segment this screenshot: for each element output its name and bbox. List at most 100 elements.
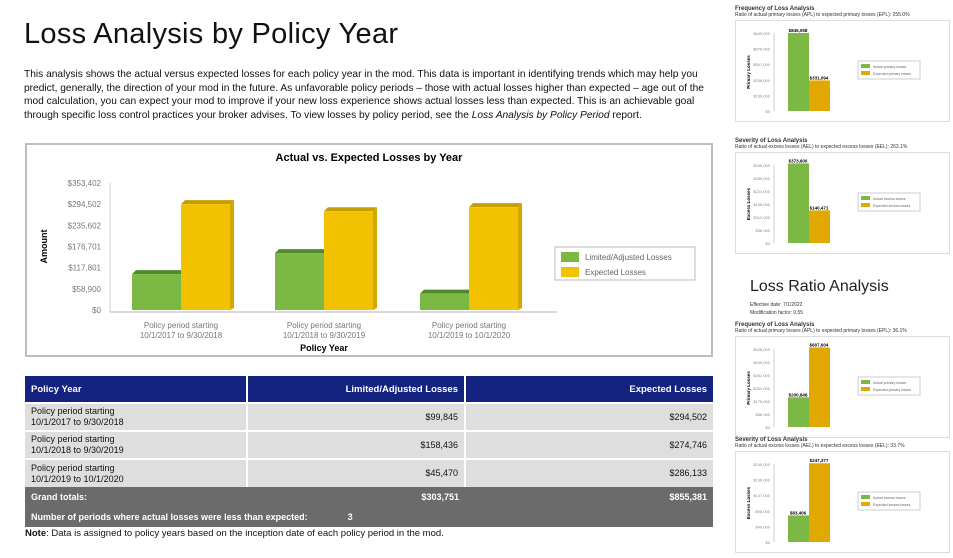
bar-value-label: $140,471 bbox=[810, 205, 829, 210]
y-tick-label: $845,000 bbox=[753, 31, 770, 36]
y-tick-label: $353,402 bbox=[68, 179, 102, 188]
y-tick-label: $196,000 bbox=[753, 478, 770, 483]
totals-label: Grand totals: bbox=[25, 487, 247, 507]
y-tick-label: $264,000 bbox=[753, 386, 770, 391]
note-text: : Data is assigned to policy years based… bbox=[46, 528, 444, 539]
count-label: Number of periods where actual losses we… bbox=[31, 511, 308, 522]
y-tick-label: $88,000 bbox=[756, 412, 771, 417]
y-tick-label: $112,000 bbox=[754, 215, 771, 220]
bar bbox=[809, 347, 830, 427]
bar-side bbox=[230, 200, 234, 310]
bar-top bbox=[132, 270, 185, 275]
intro-paragraph: This analysis shows the actual versus ex… bbox=[24, 68, 714, 122]
bar-value-label: $845,058 bbox=[789, 28, 808, 33]
side-panel: Frequency of Loss Analysis Ratio of actua… bbox=[735, 322, 950, 438]
table-row: Policy period starting 10/1/2019 to 10/1/… bbox=[25, 458, 713, 487]
loss-chart: Actual vs. Expected Losses by Year $0 $58,… bbox=[25, 143, 713, 357]
legend-box bbox=[857, 376, 921, 396]
panel-title: Severity of Loss Analysis bbox=[735, 437, 808, 443]
legend-swatch bbox=[561, 252, 579, 262]
legend-label: Actual primary losses bbox=[873, 381, 907, 385]
x-tick-label: Policy period starting bbox=[144, 321, 218, 330]
policy-period-cell: Policy period starting 10/1/2018 to 9/30/… bbox=[25, 430, 248, 459]
bar-actual bbox=[420, 293, 469, 310]
table-header-row: Policy Year Limited/Adjusted Losses Expe… bbox=[25, 376, 713, 403]
legend-label: Expected Losses bbox=[585, 268, 646, 277]
report-link[interactable]: Loss Analysis by Policy Period bbox=[471, 109, 610, 121]
legend-label: Expected primary losses bbox=[873, 72, 911, 76]
y-tick-label: $0 bbox=[766, 540, 771, 545]
side-panel: Frequency of Loss Analysis Ratio of actua… bbox=[735, 6, 950, 122]
y-tick-label: $280,000 bbox=[753, 176, 770, 181]
bar-expected bbox=[181, 204, 230, 310]
legend-swatch bbox=[861, 387, 870, 391]
legend-swatch bbox=[861, 196, 870, 200]
y-tick-label: $336,000 bbox=[753, 163, 770, 168]
period-range: 10/1/2017 to 9/30/2018 bbox=[31, 417, 124, 427]
totals-row: Grand totals: $303,751 $855,381 bbox=[25, 487, 713, 507]
legend-label: Expected excess losses bbox=[873, 503, 911, 507]
legend-swatch bbox=[861, 380, 870, 384]
y-tick-label: $176,701 bbox=[68, 243, 102, 252]
y-tick-label: $0 bbox=[766, 425, 771, 430]
count-cell: Number of periods where actual losses we… bbox=[25, 507, 713, 527]
bar-value-label: $200,848 bbox=[789, 392, 808, 397]
panel-title: Frequency of Loss Analysis bbox=[735, 322, 815, 328]
bar bbox=[788, 163, 809, 243]
count-value: 3 bbox=[347, 511, 353, 522]
policy-period-cell: Policy period starting 10/1/2019 to 10/1/… bbox=[25, 458, 248, 487]
chart-title: Actual vs. Expected Losses by Year bbox=[276, 152, 464, 164]
side-panel: Severity of Loss Analysis Ratio of actual… bbox=[735, 437, 950, 553]
bar-top bbox=[181, 200, 234, 205]
loss-table: Policy Year Limited/Adjusted Losses Expe… bbox=[25, 376, 713, 527]
y-axis-label: Excess Losses bbox=[746, 486, 751, 519]
table-row: Policy period starting 10/1/2018 to 9/30/… bbox=[25, 430, 713, 459]
legend-label: Actual excess losses bbox=[873, 197, 906, 201]
x-tick-label: 10/1/2019 to 10/1/2020 bbox=[428, 331, 511, 340]
panel-subtitle-text: Ratio of actual excess losses (AEL) to e… bbox=[735, 443, 889, 449]
actual-cell: $158,436 bbox=[247, 430, 466, 459]
bar-top bbox=[324, 207, 377, 212]
mod-factor: 0.55 bbox=[793, 310, 804, 316]
y-tick-label: $168,000 bbox=[753, 202, 770, 207]
panel-ratio: 255.0% bbox=[892, 12, 910, 18]
panel-ratio: 36.1% bbox=[892, 328, 907, 334]
y-tick-label: $0 bbox=[92, 306, 101, 315]
y-tick-label: $352,000 bbox=[753, 373, 770, 378]
y-tick-label: $49,000 bbox=[756, 524, 771, 529]
total-expected: $855,381 bbox=[465, 487, 713, 507]
panel-chart: $0 $169,000 $338,000 $507,000 $676,000 $845,0… bbox=[735, 20, 950, 122]
y-tick-label: $294,502 bbox=[68, 200, 102, 209]
page-title: Loss Analysis by Policy Year bbox=[24, 18, 399, 50]
bar-value-label: $607,604 bbox=[810, 342, 829, 347]
y-tick-label: $235,602 bbox=[68, 221, 102, 230]
bar bbox=[809, 80, 830, 111]
panel-subtitle-text: Ratio of actual primary losses (APL) to … bbox=[735, 328, 892, 334]
y-tick-label: $98,000 bbox=[756, 509, 771, 514]
legend-label: Actual excess losses bbox=[873, 496, 906, 500]
panel-chart-svg: $0 $169,000 $338,000 $507,000 $676,000 $845,0… bbox=[746, 28, 921, 114]
panel-title: Severity of Loss Analysis bbox=[735, 138, 808, 144]
panel-subtitle-text: Ratio of actual excess losses (AEL) to e… bbox=[735, 144, 889, 150]
y-tick-label: $528,000 bbox=[753, 347, 770, 352]
effective-label: Effective date: bbox=[750, 302, 782, 308]
period-range: 10/1/2018 to 9/30/2019 bbox=[31, 445, 124, 455]
legend-label: Expected primary losses bbox=[873, 388, 911, 392]
y-axis-label: Amount bbox=[39, 230, 49, 264]
expected-cell: $274,746 bbox=[465, 430, 713, 459]
legend-label: Limited/Adjusted Losses bbox=[585, 253, 672, 262]
panel-title: Frequency of Loss Analysis bbox=[735, 6, 815, 12]
count-row: Number of periods where actual losses we… bbox=[25, 507, 713, 527]
panel-subtitle: Ratio of actual primary losses (APL) to … bbox=[735, 12, 950, 18]
panel-chart: $0 $88,000 $176,000 $264,000 $352,000 $440,00… bbox=[735, 336, 950, 438]
table-row: Policy period starting 10/1/2017 to 9/30/… bbox=[25, 402, 713, 431]
y-axis-label: Primary Losses bbox=[746, 371, 751, 405]
bar-expected bbox=[324, 211, 373, 310]
note: Note: Data is assigned to policy years b… bbox=[25, 528, 444, 539]
y-tick-label: $0 bbox=[766, 109, 771, 114]
y-tick-label: $338,000 bbox=[753, 78, 770, 83]
total-actual: $303,751 bbox=[247, 487, 465, 507]
panel-subtitle: Ratio of actual excess losses (AEL) to e… bbox=[735, 144, 950, 150]
col-actual: Limited/Adjusted Losses bbox=[247, 376, 466, 403]
y-tick-label: $507,000 bbox=[753, 62, 770, 67]
